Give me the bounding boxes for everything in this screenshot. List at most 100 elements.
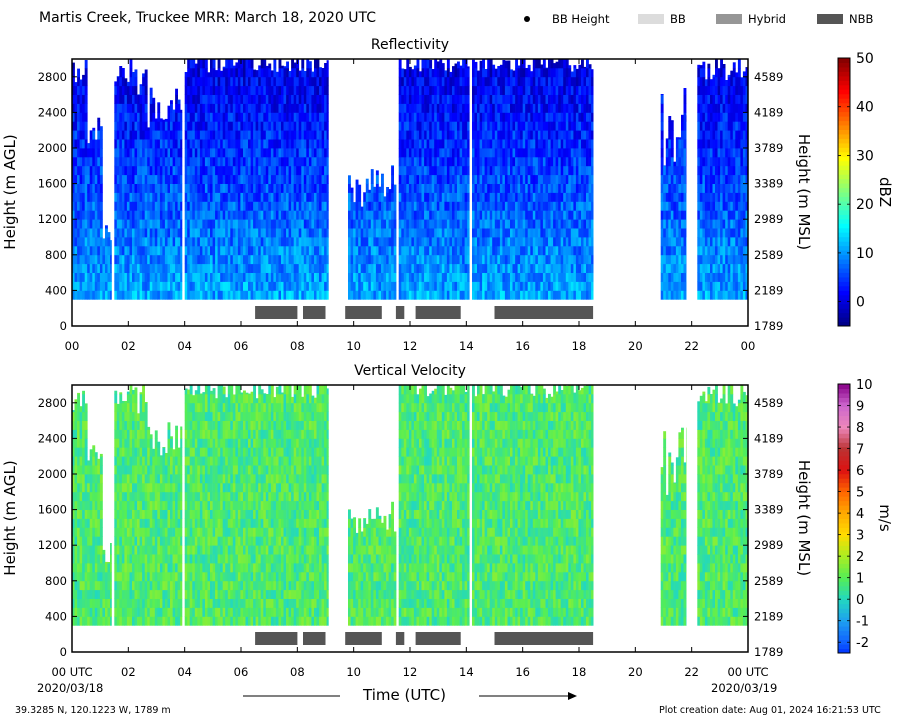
echo-cell	[586, 210, 589, 220]
echo-cell	[202, 130, 206, 140]
echo-cell	[401, 183, 405, 193]
echo-cell	[268, 245, 272, 256]
echo-cell	[444, 272, 448, 282]
echo-cell	[243, 76, 246, 87]
echo-cell	[245, 174, 249, 184]
echo-cell	[494, 156, 498, 167]
echo-cell	[316, 67, 320, 78]
echo-cell	[240, 219, 244, 229]
echo-cell	[129, 156, 133, 167]
echo-cell	[159, 130, 163, 140]
echo-cell	[464, 148, 468, 158]
echo-cell	[663, 263, 667, 273]
echo-cell	[94, 237, 98, 247]
echo-cell	[72, 174, 75, 184]
echo-cell	[532, 130, 536, 140]
echo-cell	[126, 139, 130, 149]
echo-cell	[670, 272, 674, 282]
echo-cell	[393, 219, 397, 229]
echo-cell	[439, 59, 443, 69]
echo-cell	[578, 237, 582, 247]
echo-cell	[114, 130, 118, 140]
echo-cell	[147, 219, 151, 229]
echo-cell	[286, 237, 289, 247]
echo-cell	[431, 139, 435, 149]
echo-cell	[204, 237, 208, 247]
echo-cell	[527, 174, 531, 184]
echo-cell	[565, 183, 569, 193]
echo-cell	[449, 130, 453, 140]
echo-cell	[134, 237, 138, 247]
echo-cell	[542, 272, 546, 282]
echo-cell	[492, 165, 496, 176]
echo-cell	[119, 281, 123, 291]
echo-cell	[413, 192, 417, 202]
echo-cell	[263, 112, 267, 122]
echo-cell	[87, 245, 91, 256]
echo-cell	[439, 290, 443, 300]
echo-cell	[170, 210, 173, 220]
echo-cell	[507, 201, 511, 211]
echo-cell	[535, 263, 539, 273]
echo-cell	[232, 183, 236, 193]
echo-cell	[681, 228, 684, 238]
echo-cell	[431, 254, 435, 265]
echo-cell	[172, 290, 176, 300]
echo-cell	[537, 219, 541, 229]
echo-cell	[563, 76, 567, 87]
echo-cell	[220, 192, 224, 202]
echo-cell	[281, 174, 284, 184]
echo-cell	[560, 192, 564, 202]
echo-cell	[467, 148, 470, 158]
echo-cell	[124, 78, 128, 87]
echo-cell	[311, 165, 315, 176]
echo-cell	[588, 139, 592, 149]
echo-cell	[152, 219, 156, 229]
echo-cell	[373, 281, 377, 291]
echo-cell	[306, 237, 310, 247]
echo-cell	[517, 94, 521, 104]
echo-cell	[170, 165, 173, 176]
echo-cell	[139, 272, 143, 282]
echo-cell	[243, 237, 246, 247]
echo-cell	[370, 245, 374, 256]
echo-cell	[358, 219, 362, 229]
echo-cell	[147, 272, 151, 282]
echo-cell	[232, 210, 236, 220]
echo-cell	[497, 94, 501, 104]
echo-cell	[668, 228, 672, 238]
echo-cell	[273, 76, 277, 87]
echo-cell	[391, 281, 394, 291]
echo-cell	[97, 192, 101, 202]
echo-cell	[386, 272, 389, 282]
echo-cell	[665, 174, 669, 184]
echo-cell	[314, 59, 317, 69]
echo-cell	[152, 103, 156, 113]
echo-cell	[497, 183, 501, 193]
echo-cell	[132, 76, 135, 87]
echo-cell	[411, 272, 415, 282]
echo-cell	[457, 263, 460, 273]
echo-cell	[199, 201, 203, 211]
echo-cell	[431, 237, 435, 247]
echo-cell	[527, 94, 531, 104]
echo-cell	[462, 183, 465, 193]
echo-cell	[515, 210, 518, 220]
echo-cell	[393, 192, 397, 202]
echo-cell	[537, 165, 541, 176]
echo-cell	[227, 174, 231, 184]
echo-cell	[444, 103, 448, 113]
echo-cell	[245, 156, 249, 167]
echo-cell	[436, 183, 440, 193]
echo-cell	[401, 76, 405, 87]
echo-cell	[426, 85, 430, 95]
echo-cell	[545, 281, 549, 291]
echo-cell	[419, 192, 422, 202]
echo-cell	[129, 67, 133, 78]
echo-cell	[502, 139, 506, 149]
echo-cell	[489, 165, 493, 176]
echo-cell	[296, 148, 300, 158]
echo-cell	[484, 139, 488, 149]
echo-cell	[89, 130, 93, 140]
echo-cell	[436, 245, 440, 256]
